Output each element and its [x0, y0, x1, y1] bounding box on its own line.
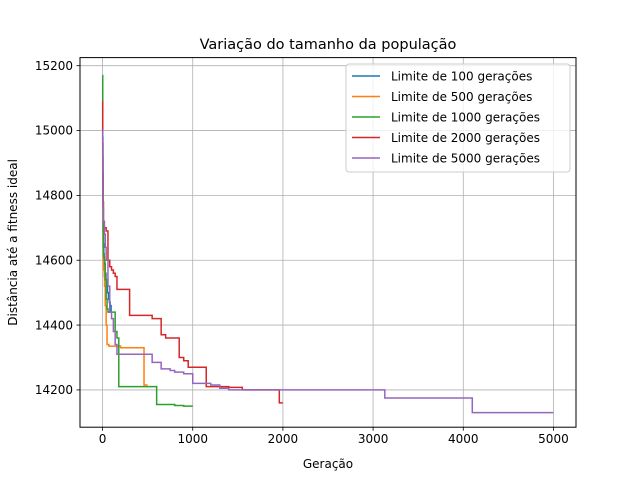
legend-label-5: Limite de 5000 gerações: [391, 151, 540, 165]
plot-series: [101, 74, 554, 414]
y-tick-label: 15200: [35, 59, 73, 73]
series-line-3: [101, 74, 193, 407]
legend-label-1: Limite de 100 gerações: [391, 69, 532, 83]
chart-title: Variação do tamanho da população: [200, 37, 457, 53]
axis-ticks: 0 1000 2000 3000 4000 5000 14200 14400 14600 1480…: [35, 59, 569, 446]
x-tick-label: 5000: [538, 432, 569, 446]
x-tick-label: 1000: [177, 432, 208, 446]
y-tick-label: 14800: [35, 189, 73, 203]
legend: Limite de 100 gerações Limite de 500 gera…: [345, 63, 571, 173]
x-tick-label: 2000: [268, 432, 299, 446]
x-tick-label: 0: [99, 432, 107, 446]
plot-frame: [79, 57, 577, 428]
y-tick-label: 14600: [35, 253, 73, 267]
y-axis-label: Distância até a fitness ideal: [6, 159, 20, 326]
legend-label-3: Limite de 1000 gerações: [391, 110, 540, 124]
x-tick-label: 4000: [448, 432, 479, 446]
legend-label-2: Limite de 500 gerações: [391, 90, 532, 104]
series-line-5: [101, 129, 554, 414]
legend-box: [345, 63, 571, 173]
series-line-4: [101, 100, 283, 404]
legend-label-4: Limite de 2000 gerações: [391, 131, 540, 145]
x-axis-label: Geração: [303, 457, 353, 471]
y-tick-label: 15000: [35, 124, 73, 138]
x-tick-label: 3000: [358, 432, 389, 446]
y-tick-label: 14200: [35, 383, 73, 397]
y-tick-label: 14400: [35, 318, 73, 332]
